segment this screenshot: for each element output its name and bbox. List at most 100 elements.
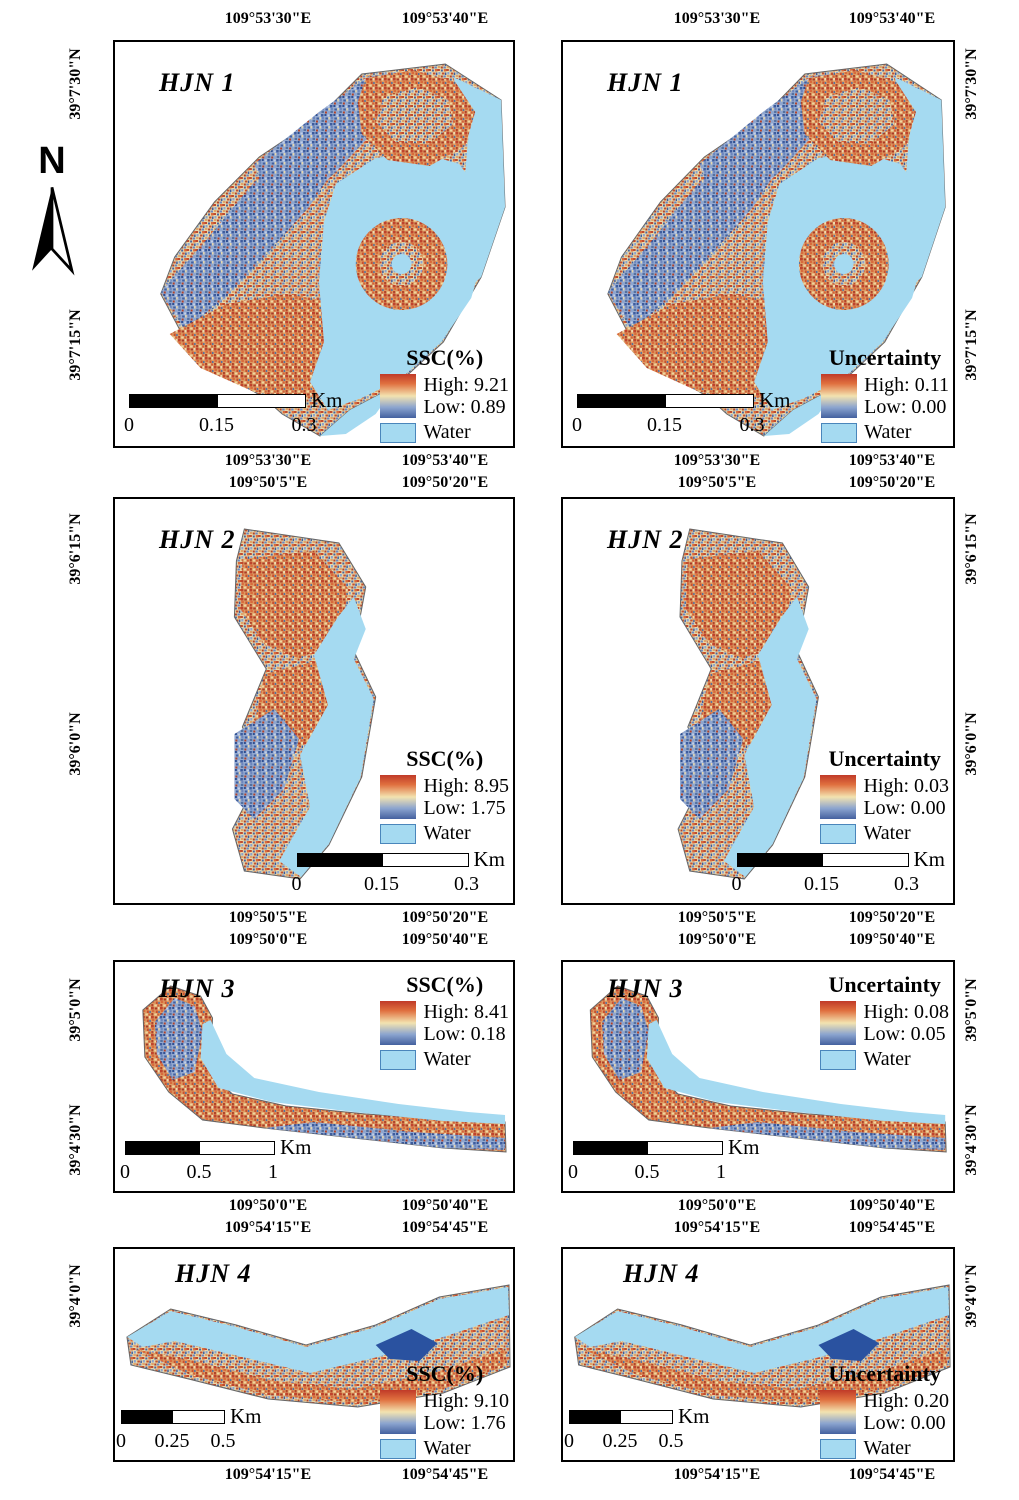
north-arrow: N: [16, 142, 88, 276]
color-ramp-swatch: [820, 775, 857, 819]
scalebar-bar: [125, 1140, 275, 1155]
lat-label: 39°6'0"N: [67, 712, 84, 776]
legend: SSC(%) High: 8.95 Low: 1.75 Water: [380, 746, 509, 845]
scalebar: Km 0 0.15 0.3: [732, 847, 946, 897]
scalebar-tick: 0.25: [154, 1430, 190, 1452]
scalebar-tick: 1: [716, 1161, 726, 1183]
lat-label: 39°7'30"N: [963, 48, 980, 120]
lon-label: 109°50'0"E: [228, 931, 308, 948]
scalebar: Km 0 0.25 0.5: [564, 1404, 710, 1454]
scalebar-bar: [296, 852, 469, 867]
scalebar-tick: 0: [568, 1161, 578, 1183]
water-swatch: [380, 1438, 417, 1459]
legend-low-label: Low: 0.05: [863, 1023, 946, 1045]
map-panel-hjn3-uncertainty: HJN 3 Uncertainty High: 0.08 Low: 0.05 W…: [561, 960, 955, 1193]
water-swatch: [380, 1049, 417, 1070]
legend-title: SSC(%): [406, 746, 484, 771]
legend-title: SSC(%): [406, 1361, 484, 1386]
water-label: Water: [863, 1048, 911, 1070]
scalebar-bar: [577, 393, 754, 408]
legend-high-label: High: 8.41: [423, 1001, 509, 1023]
legend-title: Uncertainty: [828, 746, 941, 771]
scalebar-unit: Km: [230, 1404, 262, 1428]
color-ramp-swatch: [820, 1390, 857, 1434]
legend-low-label: Low: 0.18: [423, 1023, 506, 1045]
legend-high-label: High: 0.20: [863, 1390, 949, 1412]
panel-title: HJN 1: [159, 68, 236, 97]
water-label: Water: [423, 1048, 471, 1070]
lon-label: 109°53'30"E: [224, 10, 312, 27]
scalebar-tick: 0.15: [804, 873, 839, 895]
water-swatch: [380, 422, 417, 443]
legend-high-label: High: 0.11: [864, 374, 949, 396]
legend: Uncertainty High: 0.20 Low: 0.00 Water: [820, 1361, 949, 1460]
legend-title: SSC(%): [406, 345, 484, 370]
scalebar-tick: 0.5: [186, 1161, 212, 1183]
scalebar-tick: 0.5: [210, 1430, 236, 1452]
water-label: Water: [863, 1437, 911, 1459]
color-ramp-swatch: [380, 374, 417, 418]
color-ramp-swatch: [380, 775, 417, 819]
lon-label: 109°50'5"E: [228, 474, 308, 491]
legend-title: Uncertainty: [828, 972, 941, 997]
scalebar-bar: [129, 393, 306, 408]
lon-label: 109°53'40"E: [848, 10, 936, 27]
lat-label: 39°6'15"N: [67, 513, 84, 585]
scalebar-tick: 0.3: [739, 414, 765, 436]
legend-low-label: Low: 1.75: [423, 797, 506, 819]
map-panel-hjn4-uncertainty: HJN 4 Uncertainty High: 0.20 Low: 0.00 W…: [561, 1247, 955, 1462]
lon-label: 109°50'20"E: [401, 474, 489, 491]
scalebar-tick: 0: [124, 414, 134, 436]
color-ramp-swatch: [821, 374, 858, 418]
lon-label: 109°53'30"E: [673, 452, 761, 469]
water-label: Water: [423, 421, 471, 443]
legend-low-label: Low: 0.00: [863, 797, 946, 819]
scalebar-tick: 0.15: [199, 414, 234, 436]
scalebar-tick: 1: [268, 1161, 278, 1183]
water-label: Water: [864, 421, 912, 443]
scalebar-tick: 0.15: [364, 873, 399, 895]
lon-label: 109°53'40"E: [401, 10, 489, 27]
lon-label: 109°54'45"E: [401, 1466, 489, 1483]
lon-label: 109°50'20"E: [848, 909, 936, 926]
north-label: N: [38, 140, 66, 182]
legend-title: Uncertainty: [828, 345, 942, 370]
scalebar-tick: 0: [116, 1430, 126, 1452]
panel-title: HJN 1: [607, 68, 684, 97]
panel-title: HJN 3: [159, 974, 236, 1003]
scalebar-unit: Km: [913, 847, 946, 871]
scalebar-unit: Km: [678, 1404, 710, 1428]
panel-title: HJN 4: [175, 1259, 252, 1288]
lon-label: 109°50'5"E: [677, 474, 757, 491]
scalebar: Km 0 0.15 0.3: [292, 847, 506, 897]
legend-low-label: Low: 1.76: [423, 1412, 506, 1434]
legend: Uncertainty High: 0.11 Low: 0.00 Water: [821, 345, 949, 444]
scalebar: Km 0 0.5 1: [120, 1135, 312, 1185]
scalebar-unit: Km: [728, 1135, 760, 1159]
legend: Uncertainty High: 0.03 Low: 0.00 Water: [820, 746, 949, 845]
water-label: Water: [423, 1437, 471, 1459]
lon-label: 109°53'30"E: [673, 10, 761, 27]
scalebar-tick: 0: [731, 873, 742, 895]
lat-label: 39°7'30"N: [67, 48, 84, 120]
lat-label: 39°6'15"N: [963, 513, 980, 585]
legend-title: Uncertainty: [828, 1361, 941, 1386]
lat-label: 39°6'0"N: [963, 712, 980, 776]
scalebar-tick: 0.5: [634, 1161, 660, 1183]
lon-label: 109°50'20"E: [848, 474, 936, 491]
map-panel-hjn2-ssc: HJN 2 SSC(%) High: 8.95 Low: 1.75 Water …: [113, 497, 515, 905]
legend-low-label: Low: 0.00: [863, 1412, 946, 1434]
north-arrow-icon: [32, 186, 75, 276]
color-ramp-swatch: [380, 1001, 417, 1045]
legend: SSC(%) High: 9.21 Low: 0.89 Water: [380, 345, 509, 444]
scalebar-tick: 0.25: [602, 1430, 638, 1452]
map-panel-hjn4-ssc: HJN 4 SSC(%) High: 9.10 Low: 1.76 Water …: [113, 1247, 515, 1462]
water-label: Water: [863, 822, 911, 844]
scalebar-tick: 0: [572, 414, 582, 436]
lon-label: 109°54'15"E: [224, 1219, 312, 1236]
legend: SSC(%) High: 9.10 Low: 1.76 Water: [380, 1361, 509, 1460]
lon-label: 109°50'40"E: [848, 1197, 936, 1214]
lon-label: 109°50'40"E: [848, 931, 936, 948]
lon-label: 109°50'5"E: [228, 909, 308, 926]
water-swatch: [820, 823, 857, 844]
